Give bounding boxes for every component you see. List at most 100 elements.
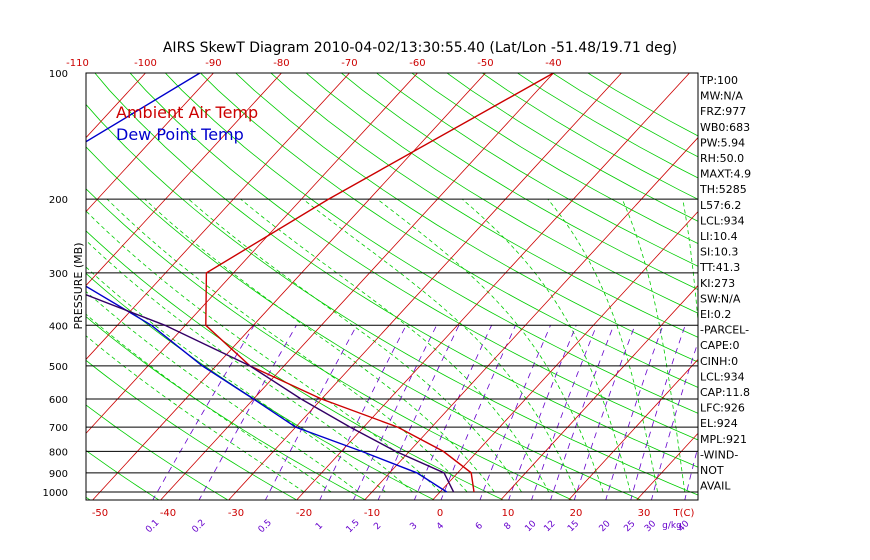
bottom-axis-label: T(C) xyxy=(673,508,695,519)
index-item: TH:5285 xyxy=(699,183,747,196)
index-item: LI:10.4 xyxy=(700,230,738,243)
isotherm-line xyxy=(228,73,623,500)
index-item: EL:924 xyxy=(700,417,738,430)
index-item: MAXT:4.9 xyxy=(700,168,751,181)
legend-item: Dew Point Temp xyxy=(116,125,244,144)
index-item: CAP:11.8 xyxy=(700,386,750,399)
moist-adiabat-line xyxy=(86,266,386,493)
isotherm-line xyxy=(432,210,698,500)
bottom-tick-labels: -50 -40 -30 -20 -10 0 10 20 30 T(C) xyxy=(92,508,695,519)
mixing-ratio-line xyxy=(198,325,297,500)
dry-adiabat-line xyxy=(86,449,160,500)
mixing-ratio-label: 2 xyxy=(372,521,383,532)
mixing-ratio-label: 25 xyxy=(622,519,637,534)
top-tick-label: -80 xyxy=(273,58,289,69)
top-tick-label: -90 xyxy=(205,58,221,69)
mixing-ratio-line xyxy=(413,325,492,500)
moist-adiabat-line xyxy=(86,239,414,493)
plot-frame xyxy=(85,72,699,501)
index-item: SW:N/A xyxy=(700,292,741,305)
isotherm-line xyxy=(86,73,283,287)
dry-adiabat-line xyxy=(551,73,698,158)
mixing-ratio-label: 3 xyxy=(408,521,419,532)
index-item: CINH:0 xyxy=(700,355,738,368)
mixing-ratio-line xyxy=(264,325,358,500)
index-item: TT:41.3 xyxy=(699,261,740,274)
bottom-tick-label: -10 xyxy=(364,508,380,519)
mixing-ratio-label: 15 xyxy=(566,519,581,534)
dry-adiabat-line xyxy=(340,73,698,290)
mixing-ratio-line xyxy=(550,325,615,500)
moist-adiabat-line xyxy=(376,198,604,493)
top-tick-label: -50 xyxy=(477,58,493,69)
index-item: CAPE:0 xyxy=(700,339,740,352)
y-tick-label: 200 xyxy=(49,195,68,206)
bottom-tick-label: -50 xyxy=(92,508,108,519)
moist-adiabat-line xyxy=(144,198,495,493)
top-tick-label: -110 xyxy=(66,58,89,69)
mixing-ratio-label: 0.5 xyxy=(257,518,274,535)
y-tick-label: 500 xyxy=(49,362,68,373)
mixing-ratio-label: 0.2 xyxy=(190,518,207,535)
mixing-ratio-label: 1 xyxy=(314,521,325,532)
mixing-ratio-line xyxy=(630,325,686,500)
mixing-ratio-label: 4 xyxy=(435,521,446,532)
isotherm-line xyxy=(92,73,487,500)
dry-adiabat-line xyxy=(164,73,698,414)
index-item: AVAIL xyxy=(700,480,731,493)
mixing-ratio-labels: 0.1 0.2 0.5 1 1.5 2 3 4 6 8 10 12 15 20 25 30 40g/kg xyxy=(144,518,692,535)
isotherm-line xyxy=(636,432,698,500)
bottom-tick-label: 30 xyxy=(638,508,651,519)
mixing-ratio-line xyxy=(573,325,636,500)
chart-title: AIRS SkewT Diagram 2010-04-02/13:30:55.4… xyxy=(163,40,677,56)
y-tick-label: 1000 xyxy=(43,488,68,499)
bottom-tick-label: -40 xyxy=(160,508,176,519)
isotherm-line xyxy=(772,54,870,501)
index-item: EI:0.2 xyxy=(700,308,731,321)
index-item: PW:5.94 xyxy=(700,136,745,149)
index-panel: TP:100 MW:N/A FRZ:977 WB0:683 PW:5.94 RH:50.0… xyxy=(699,74,751,493)
index-item: MW:N/A xyxy=(700,90,743,103)
moist-adiabat-line xyxy=(461,198,631,493)
top-tick-label: -60 xyxy=(409,58,425,69)
index-item: KI:273 xyxy=(700,277,735,290)
legend-item: Ambient Air Temp xyxy=(116,103,258,122)
top-tick-label: -40 xyxy=(545,58,561,69)
y-tick-label: 700 xyxy=(49,423,68,434)
index-item: LFC:926 xyxy=(700,402,745,415)
moist-adiabat-line xyxy=(547,198,658,493)
isotherm-line xyxy=(86,73,215,213)
index-item: -PARCEL- xyxy=(700,324,749,337)
mixing-ratio-line xyxy=(352,325,437,500)
y-tick-label: 800 xyxy=(49,447,68,458)
dry-adiabat-line xyxy=(86,146,643,500)
mixing-ratio-label: 10 xyxy=(523,519,538,534)
mixing-ratio-label: 20 xyxy=(598,519,613,534)
legend: Ambient Air Temp Dew Point Temp xyxy=(116,103,258,144)
bottom-tick-label: 10 xyxy=(502,508,515,519)
mixing-ratio-label: 12 xyxy=(542,519,557,534)
dry-adiabat-line xyxy=(86,404,229,500)
index-item: NOT xyxy=(700,464,724,477)
bottom-tick-label: 20 xyxy=(570,508,583,519)
mixing-ratio-line xyxy=(531,325,598,500)
index-item: L57:6.2 xyxy=(700,199,741,212)
index-item: LCL:934 xyxy=(700,214,745,227)
mixing-ratio-label: 0.1 xyxy=(144,518,161,535)
series-line-2 xyxy=(86,293,455,493)
isotherm-line xyxy=(0,54,27,501)
index-item: MPL:921 xyxy=(700,433,747,446)
index-item: TP:100 xyxy=(699,74,738,87)
top-tick-label: -70 xyxy=(341,58,357,69)
y-tick-label: 900 xyxy=(49,469,68,480)
y-tick-labels: 100 200 300 400 500 600 700 800 900 1000 xyxy=(43,69,68,499)
index-item: FRZ:977 xyxy=(700,105,746,118)
dry-adiabat-line xyxy=(0,54,23,501)
index-item: LCL:934 xyxy=(700,370,745,383)
mixing-ratio-line xyxy=(440,325,516,500)
series-line-1 xyxy=(86,73,448,493)
moist-adiabat-line xyxy=(302,198,577,493)
mixing-ratio-line xyxy=(152,325,255,500)
y-tick-label: 300 xyxy=(49,269,68,280)
